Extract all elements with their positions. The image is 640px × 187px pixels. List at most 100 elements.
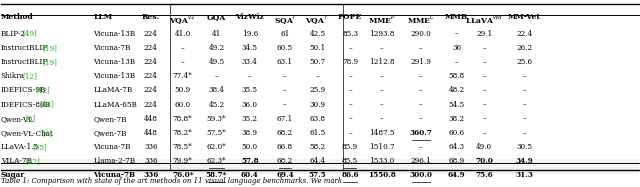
Text: 50.9: 50.9 xyxy=(175,86,191,94)
Text: –: – xyxy=(283,72,287,80)
Text: Vicuna-13B: Vicuna-13B xyxy=(93,58,136,66)
Text: 26.2: 26.2 xyxy=(516,44,532,52)
Text: 38.9: 38.9 xyxy=(242,129,258,137)
Text: 49.5: 49.5 xyxy=(209,58,225,66)
Text: –: – xyxy=(380,44,384,52)
Text: SQA$^{I}$: SQA$^{I}$ xyxy=(274,13,296,27)
Text: Table 1: Comparison with state of the art methods on 11 visual language benchmar: Table 1: Comparison with state of the ar… xyxy=(1,177,342,185)
Text: –: – xyxy=(483,101,486,108)
Text: –: – xyxy=(248,72,252,80)
Text: –: – xyxy=(419,101,422,108)
Text: Qwen-7B: Qwen-7B xyxy=(93,115,127,123)
Text: 1550.8: 1550.8 xyxy=(368,171,396,179)
Text: MME$^{P}$: MME$^{P}$ xyxy=(368,13,396,26)
Text: 360.7: 360.7 xyxy=(410,129,433,137)
Text: 60.6: 60.6 xyxy=(449,129,465,137)
Text: 38.4: 38.4 xyxy=(209,86,225,94)
Text: –: – xyxy=(215,72,218,80)
Text: 57.8: 57.8 xyxy=(241,157,259,165)
Text: Vicuna-13B: Vicuna-13B xyxy=(93,72,136,80)
Text: 291.9: 291.9 xyxy=(410,58,431,66)
Text: Shikra: Shikra xyxy=(1,72,24,80)
Text: 336: 336 xyxy=(144,157,157,165)
Text: 58.7*: 58.7* xyxy=(206,171,227,179)
Text: [19]: [19] xyxy=(42,44,58,52)
Text: 49.0: 49.0 xyxy=(476,143,492,151)
Text: 42.5: 42.5 xyxy=(309,30,326,38)
Text: 35.2: 35.2 xyxy=(242,115,258,123)
Text: 64.3: 64.3 xyxy=(449,143,465,151)
Text: 300.0: 300.0 xyxy=(410,171,433,179)
Text: 1293.8: 1293.8 xyxy=(369,30,395,38)
Text: –: – xyxy=(522,115,526,123)
Text: 85.5: 85.5 xyxy=(342,157,358,165)
Text: 1212.8: 1212.8 xyxy=(369,58,395,66)
Text: 68.2: 68.2 xyxy=(277,129,293,137)
Text: 86.6: 86.6 xyxy=(341,171,359,179)
Text: Vicuna-13B: Vicuna-13B xyxy=(93,30,136,38)
Text: VQA$^{T}$: VQA$^{T}$ xyxy=(305,13,330,27)
Text: 60.0: 60.0 xyxy=(175,101,191,108)
Text: 22.4: 22.4 xyxy=(516,30,532,38)
Text: –: – xyxy=(348,86,352,94)
Text: 48.2: 48.2 xyxy=(449,86,465,94)
Text: [42]: [42] xyxy=(39,101,54,108)
Text: Sugar: Sugar xyxy=(1,171,25,179)
Text: –: – xyxy=(483,58,486,66)
Text: IDEFICS-80B: IDEFICS-80B xyxy=(1,101,51,108)
Text: 64.9: 64.9 xyxy=(448,171,465,179)
Text: 64.4: 64.4 xyxy=(309,157,326,165)
Text: 76.0*: 76.0* xyxy=(172,171,193,179)
Text: 224: 224 xyxy=(144,72,157,80)
Text: –: – xyxy=(419,115,422,123)
Text: 61: 61 xyxy=(280,30,289,38)
Text: –: – xyxy=(283,86,287,94)
Text: [12]: [12] xyxy=(22,72,37,80)
Text: [52]: [52] xyxy=(26,157,40,165)
Text: 68.9: 68.9 xyxy=(449,157,465,165)
Text: –: – xyxy=(419,143,422,151)
Text: 33.4: 33.4 xyxy=(242,58,258,66)
Text: 62.0*: 62.0* xyxy=(207,143,227,151)
Text: –: – xyxy=(483,115,486,123)
Text: 35.5: 35.5 xyxy=(242,86,258,94)
Text: [6]: [6] xyxy=(42,129,52,137)
Text: 1510.7: 1510.7 xyxy=(369,143,395,151)
Text: –: – xyxy=(348,129,352,137)
Text: –: – xyxy=(316,72,319,80)
Text: –: – xyxy=(380,115,384,123)
Text: 61.5: 61.5 xyxy=(309,129,326,137)
Text: [49]: [49] xyxy=(22,30,37,38)
Text: –: – xyxy=(419,86,422,94)
Text: 62.3*: 62.3* xyxy=(207,157,227,165)
Text: [55]: [55] xyxy=(33,143,47,151)
Text: 25.6: 25.6 xyxy=(516,58,532,66)
Text: 31.3: 31.3 xyxy=(515,171,533,179)
Text: 66.8: 66.8 xyxy=(277,143,293,151)
Text: 38.2: 38.2 xyxy=(449,115,465,123)
Text: LLaVA-1.5: LLaVA-1.5 xyxy=(1,143,39,151)
Text: 77.4*: 77.4* xyxy=(173,72,193,80)
Text: Method: Method xyxy=(1,13,33,21)
Text: 75.6: 75.6 xyxy=(476,171,493,179)
Text: POPE: POPE xyxy=(338,13,362,21)
Text: –: – xyxy=(348,101,352,108)
Text: 50.1: 50.1 xyxy=(309,44,326,52)
Text: 41: 41 xyxy=(212,30,221,38)
Text: 49.2: 49.2 xyxy=(209,44,225,52)
Text: 70.0: 70.0 xyxy=(475,157,493,165)
Text: –: – xyxy=(348,72,352,80)
Text: BLIP-2: BLIP-2 xyxy=(1,30,26,38)
Text: 58.8: 58.8 xyxy=(449,72,465,80)
Text: LLaMA-7B: LLaMA-7B xyxy=(93,86,132,94)
Text: 57.5: 57.5 xyxy=(308,171,326,179)
Text: IDEFICS-9B: IDEFICS-9B xyxy=(1,86,46,94)
Text: –: – xyxy=(380,101,384,108)
Text: –: – xyxy=(522,101,526,108)
Text: 54.5: 54.5 xyxy=(449,101,465,108)
Text: [6]: [6] xyxy=(26,115,36,123)
Text: 78.9: 78.9 xyxy=(342,58,358,66)
Text: MME$^{C}$: MME$^{C}$ xyxy=(406,13,435,26)
Text: 34.5: 34.5 xyxy=(242,44,258,52)
Text: 41.0: 41.0 xyxy=(175,30,191,38)
